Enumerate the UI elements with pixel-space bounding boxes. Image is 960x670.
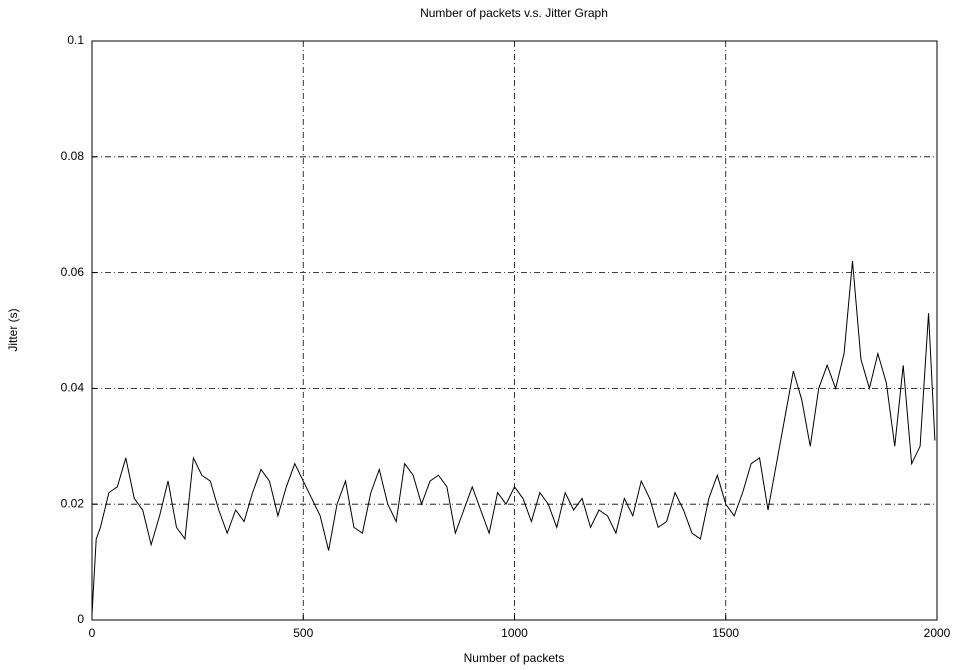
y-axis-label: Jitter (s) [6,308,20,351]
y-tick-label: 0 [77,612,84,626]
x-tick-label: 2000 [924,626,951,640]
data-line [91,260,936,615]
x-axis-label: Number of packets [464,651,565,665]
x-tick-label: 1500 [712,626,739,640]
y-tick-label: 0.02 [61,496,85,510]
chart-title: Number of packets v.s. Jitter Graph [420,6,608,20]
y-tick-label: 0.06 [61,265,85,279]
x-tick-label: 500 [293,626,313,640]
y-tick-label: 0.1 [67,33,84,47]
x-tick-label: 1000 [501,626,528,640]
plot-frame [91,40,938,621]
y-tick-label: 0.04 [61,381,85,395]
x-tick-label: 0 [89,626,96,640]
y-tick-label: 0.08 [61,149,85,163]
